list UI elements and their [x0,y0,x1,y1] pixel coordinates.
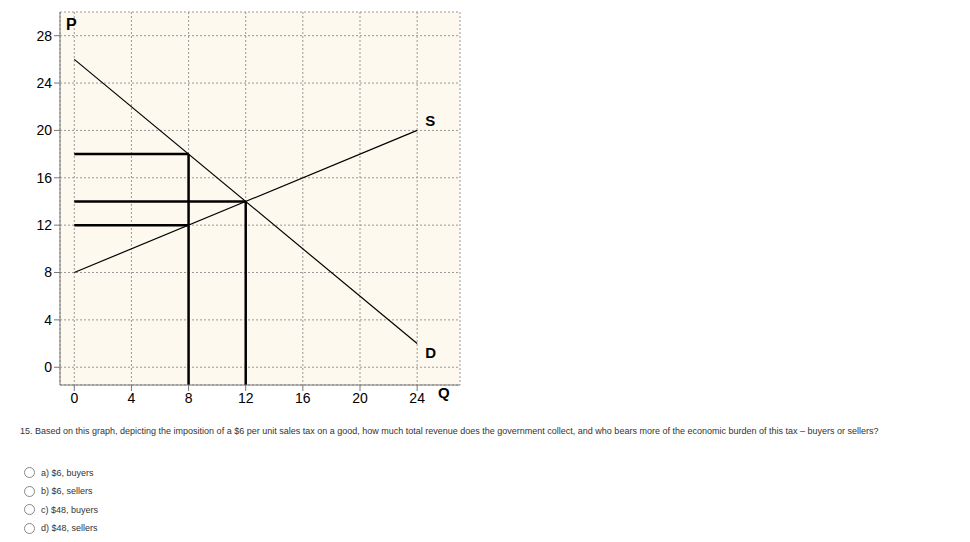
svg-text:16: 16 [295,390,311,406]
svg-text:20: 20 [352,390,368,406]
svg-text:20: 20 [36,122,52,138]
html-text:P: P [66,16,77,33]
svg-text:24: 24 [409,390,425,406]
html-text:c) $48, buyers: c) $48, buyers [41,504,98,515]
html-text:d) $48, sellers: d) $48, sellers [41,523,98,533]
svg-text:0: 0 [70,390,78,406]
svg-text:S: S [425,112,435,129]
svg-text:D: D [425,344,436,361]
svg-text:8: 8 [44,264,52,280]
svg-text:4: 4 [128,390,136,406]
svg-text:16: 16 [36,170,52,186]
svg-text:12: 12 [36,217,52,233]
svg-text:24: 24 [36,75,52,91]
html-text:Q: Q [438,384,450,401]
svg-text:8: 8 [185,390,193,406]
html-text:15. Based on this graph, depic: 15. Based on this graph, depicting the i… [20,426,879,436]
html-text:a) $6, buyers: a) $6, buyers [41,467,94,478]
svg-text:0: 0 [44,359,52,375]
svg-text:4: 4 [44,312,52,328]
svg-text:28: 28 [36,28,52,44]
svg-text:12: 12 [238,390,254,406]
html-text:b) $6, sellers: b) $6, sellers [41,486,93,496]
